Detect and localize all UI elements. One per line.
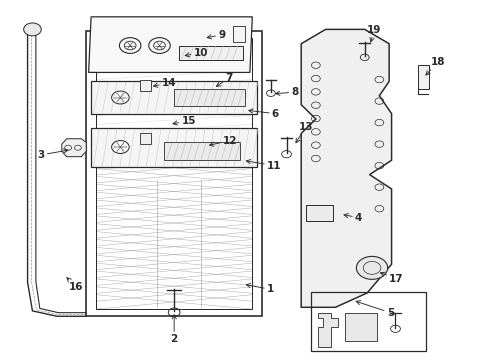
Bar xyxy=(311,292,426,351)
Text: 3: 3 xyxy=(37,149,68,160)
Text: 7: 7 xyxy=(217,73,233,86)
Bar xyxy=(140,133,151,144)
Polygon shape xyxy=(318,313,338,347)
Bar xyxy=(345,313,377,341)
Bar xyxy=(418,65,429,89)
Polygon shape xyxy=(62,139,86,157)
Text: 8: 8 xyxy=(276,87,299,97)
Text: 6: 6 xyxy=(249,109,279,119)
Text: 16: 16 xyxy=(67,278,84,292)
Bar xyxy=(179,45,243,60)
Text: 19: 19 xyxy=(368,25,382,42)
Text: 5: 5 xyxy=(356,301,394,318)
Bar xyxy=(233,26,245,42)
Text: 4: 4 xyxy=(344,213,362,222)
Text: 14: 14 xyxy=(153,78,176,88)
Text: 11: 11 xyxy=(246,159,281,171)
Text: 15: 15 xyxy=(173,116,196,126)
Circle shape xyxy=(356,256,388,279)
Polygon shape xyxy=(91,128,257,167)
Text: 10: 10 xyxy=(185,48,208,58)
Text: 13: 13 xyxy=(296,122,313,143)
Text: 18: 18 xyxy=(426,57,445,75)
Text: 17: 17 xyxy=(380,272,404,284)
Polygon shape xyxy=(91,81,257,114)
Polygon shape xyxy=(89,17,252,72)
Text: 1: 1 xyxy=(246,283,274,294)
Text: 2: 2 xyxy=(171,315,178,344)
Circle shape xyxy=(24,23,41,36)
Polygon shape xyxy=(301,30,392,307)
Text: 9: 9 xyxy=(207,30,225,40)
Bar xyxy=(174,89,245,107)
Text: 12: 12 xyxy=(210,136,238,146)
Bar xyxy=(306,205,333,221)
Bar xyxy=(140,80,151,91)
Bar xyxy=(164,142,240,160)
